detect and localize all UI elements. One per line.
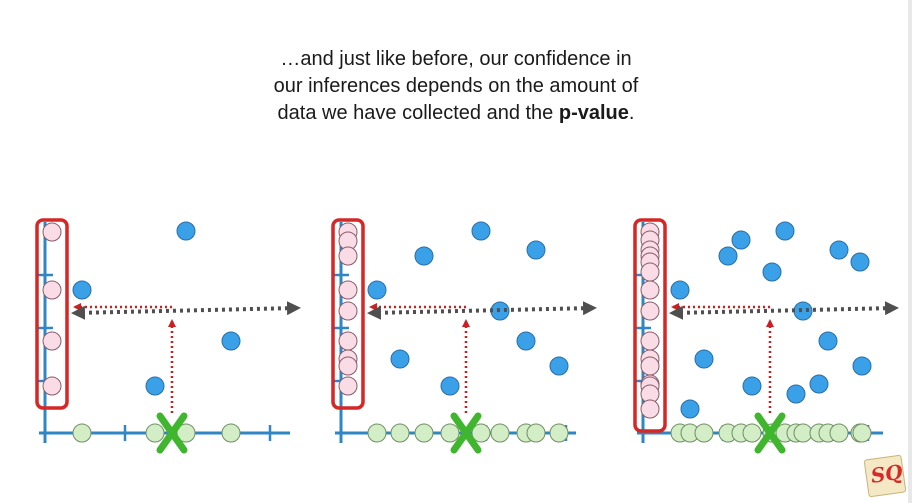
x-projection-point [414,423,434,443]
logo-text: SQ [869,459,905,488]
y-projection-point [338,331,358,351]
x-projection-point [367,423,387,443]
data-point [694,349,714,369]
p-value-term: p-value [558,102,629,124]
x-projection-point [793,423,813,443]
panel-3 [633,218,899,454]
data-point [852,356,872,376]
y-projection-point [338,246,358,266]
data-point [526,240,546,260]
caption-line-3: data we have collected and the p-value. [0,100,912,127]
x-projection-point [694,423,714,443]
y-projection-point [338,356,358,376]
x-projection-point [549,423,569,443]
y-projection-point [640,399,660,419]
x-projection-point [490,423,510,443]
x-projection-point [145,423,165,443]
y-projection-point [42,280,62,300]
caption-line-3-end: . [628,102,635,124]
gray-range-arrow [367,301,597,320]
data-point [176,221,196,241]
data-point [145,376,165,396]
data-point [731,230,751,250]
caption-line-3-text: data we have collected and the [277,102,559,124]
data-point [818,331,838,351]
y-projection-point [640,331,660,351]
x-mark-stroke [450,412,482,454]
data-point [549,356,569,376]
x-projection-point [471,423,491,443]
y-projection-point [338,376,358,396]
statquest-logo: SQ [863,454,907,498]
y-projection-point [42,331,62,351]
y-range-box [331,218,365,410]
x-projection-point [72,423,92,443]
data-point [221,331,241,351]
data-point [850,252,870,272]
x-projection-point [742,423,762,443]
data-point [762,262,782,282]
y-projection-point [338,280,358,300]
x-projection-point [829,423,849,443]
x-projection-point [526,423,546,443]
y-projection-point [42,376,62,396]
y-projection-point [640,280,660,300]
data-point [440,376,460,396]
caption-line-2: our inferences depends on the amount of [273,75,639,97]
data-point [471,221,491,241]
data-point [414,246,434,266]
y-projection-point [640,356,660,376]
data-point [72,280,92,300]
data-point [670,280,690,300]
data-point [793,301,813,321]
data-point [516,331,536,351]
window-edge [908,0,912,503]
x-projection-point [176,423,196,443]
data-point [742,376,762,396]
data-point [390,349,410,369]
panel-1 [35,218,301,454]
data-point [829,240,849,260]
panel-2 [331,218,597,454]
x-mark-stroke [754,412,786,454]
caption: …and just like before, our confidence in… [0,46,912,127]
y-range-box [35,218,69,410]
data-point [680,399,700,419]
y-projection-point [640,301,660,321]
data-point [367,280,387,300]
x-projection-point [221,423,241,443]
data-point [775,221,795,241]
x-projection-point [852,423,872,443]
y-range-box [633,218,667,433]
data-point [809,374,829,394]
y-projection-point [338,301,358,321]
data-point [786,384,806,404]
caption-line-1: …and just like before, our confidence in [280,48,632,70]
data-point [718,246,738,266]
gray-range-arrow [71,301,301,320]
x-projection-point [440,423,460,443]
y-projection-point [640,262,660,282]
y-projection-point [42,222,62,242]
x-mark-stroke [156,412,188,454]
x-projection-point [390,423,410,443]
gray-range-arrow [669,301,899,320]
